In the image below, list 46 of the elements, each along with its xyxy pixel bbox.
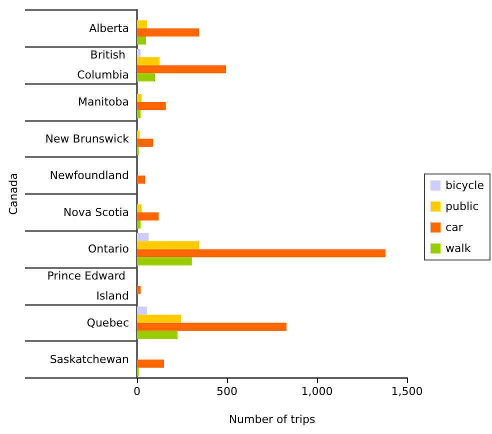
bar [137,57,160,66]
x-tick-label: 1,000 [301,385,333,398]
y-tick-label: Ontario [88,242,130,256]
bar [137,330,178,339]
bar [137,306,147,315]
legend-label: walk [446,242,472,255]
bar [137,28,200,36]
bar [137,130,140,139]
legend-label: public [446,200,479,213]
y-tick-label: Saskatchewan [50,353,130,366]
y-tick-label: Nova Scotia [63,206,129,219]
bar [137,286,141,294]
bar [137,73,155,82]
x-tick-label: 500 [216,385,238,398]
bar [137,102,166,110]
x-tick-label: 1,500 [391,385,423,398]
bar [137,220,141,229]
bar [137,322,286,331]
bar [137,36,146,45]
bar [137,110,141,118]
y-tick-label: British Columbia [77,48,129,82]
y-tick-label: Quebec [86,316,129,330]
y-tick-label: New Brunswick [45,132,130,146]
bar [137,20,147,28]
legend-label: car [446,221,464,234]
bar [137,233,149,242]
y-tick-label: Manitoba [78,96,129,108]
legend-label: bicycle [446,179,484,192]
y-tick-label: Newfoundland [50,169,129,182]
bar [137,176,146,184]
bar [137,204,142,212]
bar [137,65,226,74]
bar [137,249,386,258]
x-axis-title: Number of trips [228,413,316,426]
y-tick-label: Prince Edward Island [47,270,129,302]
bar [137,360,164,368]
bar [137,94,142,102]
bar [137,241,200,250]
y-tick-label: Alberta [89,22,129,35]
bar [137,49,141,58]
bar [137,314,182,323]
bar [137,138,154,147]
bar [137,257,192,266]
x-tick-label: 0 [134,385,140,398]
y-axis-title: Canada [7,173,20,215]
bar [137,212,159,220]
